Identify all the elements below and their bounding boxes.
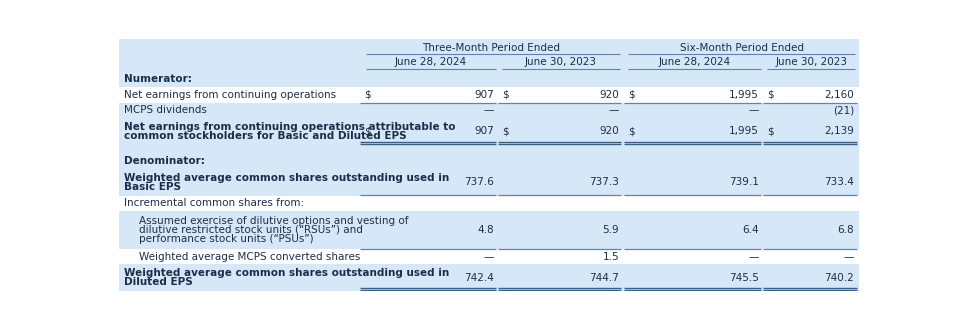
Text: 733.4: 733.4: [823, 177, 853, 187]
Text: 745.5: 745.5: [728, 273, 758, 283]
Text: 737.6: 737.6: [464, 177, 494, 187]
Text: 740.2: 740.2: [823, 273, 853, 283]
Text: Assumed exercise of dilutive options and vesting of: Assumed exercise of dilutive options and…: [138, 216, 408, 226]
Text: dilutive restricted stock units (“RSUs”) and: dilutive restricted stock units (“RSUs”)…: [138, 225, 362, 235]
Text: Weighted average common shares outstanding used in: Weighted average common shares outstandi…: [124, 268, 449, 278]
Text: $: $: [364, 90, 371, 100]
Text: Incremental common shares from:: Incremental common shares from:: [124, 198, 304, 208]
Bar: [119, 145, 858, 153]
Text: (21): (21): [832, 105, 853, 115]
Text: —: —: [747, 251, 758, 262]
Text: June 28, 2024: June 28, 2024: [395, 57, 466, 67]
Text: common stockholders for Basic and Diluted EPS: common stockholders for Basic and Dilute…: [124, 131, 406, 141]
Text: 742.4: 742.4: [464, 273, 494, 283]
Text: June 30, 2023: June 30, 2023: [775, 57, 846, 67]
Text: $: $: [627, 127, 634, 136]
Text: June 28, 2024: June 28, 2024: [658, 57, 730, 67]
Text: —: —: [483, 105, 494, 115]
Text: 739.1: 739.1: [728, 177, 758, 187]
Bar: [119, 39, 858, 72]
Bar: [119, 211, 858, 249]
Text: 4.8: 4.8: [477, 225, 494, 235]
Text: 744.7: 744.7: [589, 273, 618, 283]
Bar: [119, 249, 858, 264]
Text: Net earnings from continuing operations attributable to: Net earnings from continuing operations …: [124, 122, 455, 132]
Text: 2,139: 2,139: [823, 127, 853, 136]
Text: $: $: [501, 127, 508, 136]
Bar: [119, 103, 858, 118]
Text: 1,995: 1,995: [728, 127, 758, 136]
Text: $: $: [364, 127, 371, 136]
Text: 1,995: 1,995: [728, 90, 758, 100]
Text: $: $: [627, 90, 634, 100]
Text: Numerator:: Numerator:: [124, 74, 192, 84]
Text: 2,160: 2,160: [823, 90, 853, 100]
Bar: [119, 153, 858, 169]
Text: 907: 907: [474, 90, 494, 100]
Text: Diluted EPS: Diluted EPS: [124, 277, 193, 287]
Bar: [119, 169, 858, 196]
Text: performance stock units (“PSUs”): performance stock units (“PSUs”): [138, 234, 313, 244]
Text: Net earnings from continuing operations: Net earnings from continuing operations: [124, 90, 335, 100]
Text: June 30, 2023: June 30, 2023: [524, 57, 597, 67]
Text: 907: 907: [474, 127, 494, 136]
Text: 1.5: 1.5: [602, 251, 618, 262]
Text: $: $: [501, 90, 508, 100]
Text: Denominator:: Denominator:: [124, 156, 205, 166]
Text: Three-Month Period Ended: Three-Month Period Ended: [422, 43, 559, 53]
Bar: [119, 264, 858, 291]
Bar: [119, 118, 858, 145]
Text: 6.4: 6.4: [741, 225, 758, 235]
Text: —: —: [608, 105, 618, 115]
Bar: [119, 196, 858, 211]
Text: —: —: [842, 251, 853, 262]
Text: 5.9: 5.9: [602, 225, 618, 235]
Text: —: —: [747, 105, 758, 115]
Text: Six-Month Period Ended: Six-Month Period Ended: [679, 43, 802, 53]
Text: 737.3: 737.3: [589, 177, 618, 187]
Text: $: $: [766, 127, 773, 136]
Text: Weighted average common shares outstanding used in: Weighted average common shares outstandi…: [124, 173, 449, 183]
Text: 920: 920: [598, 90, 618, 100]
Text: 6.8: 6.8: [837, 225, 853, 235]
Text: Weighted average MCPS converted shares: Weighted average MCPS converted shares: [138, 251, 359, 262]
Text: 920: 920: [598, 127, 618, 136]
Bar: [119, 87, 858, 103]
Text: Basic EPS: Basic EPS: [124, 181, 181, 192]
Text: —: —: [483, 251, 494, 262]
Text: MCPS dividends: MCPS dividends: [124, 105, 207, 115]
Bar: [119, 72, 858, 87]
Text: $: $: [766, 90, 773, 100]
